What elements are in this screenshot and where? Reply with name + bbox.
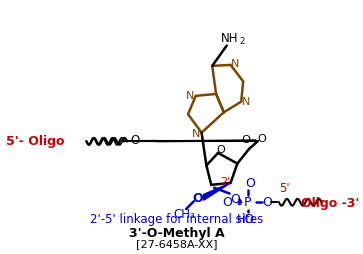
- Text: P: P: [244, 196, 252, 209]
- Text: N: N: [186, 91, 194, 101]
- Text: 5': 5': [280, 182, 290, 195]
- Text: 5'- Oligo: 5'- Oligo: [6, 135, 65, 148]
- Text: O: O: [217, 145, 225, 155]
- Text: 2'-5' linkage for internal sites: 2'-5' linkage for internal sites: [90, 213, 263, 226]
- Text: O: O: [223, 196, 233, 209]
- Text: O: O: [231, 193, 240, 206]
- Text: NH: NH: [221, 32, 238, 45]
- Text: CH₃: CH₃: [173, 208, 195, 221]
- Text: O: O: [257, 134, 266, 144]
- Text: 3'-O-Methyl A: 3'-O-Methyl A: [129, 227, 224, 240]
- Text: O: O: [245, 177, 255, 190]
- Text: N: N: [192, 129, 200, 139]
- Text: N: N: [231, 59, 240, 69]
- Text: N: N: [242, 97, 250, 107]
- Text: 2': 2': [220, 177, 230, 187]
- Text: [27-6458A-XX]: [27-6458A-XX]: [136, 239, 217, 249]
- Text: O: O: [262, 196, 272, 209]
- Text: 2: 2: [240, 37, 245, 46]
- Polygon shape: [204, 183, 231, 200]
- Text: O: O: [192, 192, 203, 205]
- Text: HO: HO: [237, 213, 255, 226]
- Text: Oligo -3': Oligo -3': [301, 197, 359, 210]
- Text: O: O: [130, 134, 139, 147]
- Text: – O –: – O –: [233, 135, 260, 145]
